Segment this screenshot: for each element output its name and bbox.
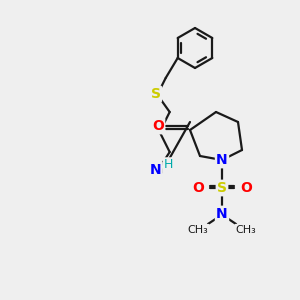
Text: CH₃: CH₃ — [188, 225, 208, 235]
Text: CH₃: CH₃ — [236, 225, 256, 235]
Text: O: O — [152, 119, 164, 133]
Text: N: N — [216, 207, 228, 221]
Text: N: N — [150, 163, 161, 177]
Text: O: O — [192, 181, 204, 195]
Text: O: O — [240, 181, 252, 195]
Text: N: N — [216, 153, 228, 167]
Text: H: H — [164, 158, 173, 172]
Text: S: S — [217, 181, 227, 195]
Text: S: S — [151, 87, 161, 101]
